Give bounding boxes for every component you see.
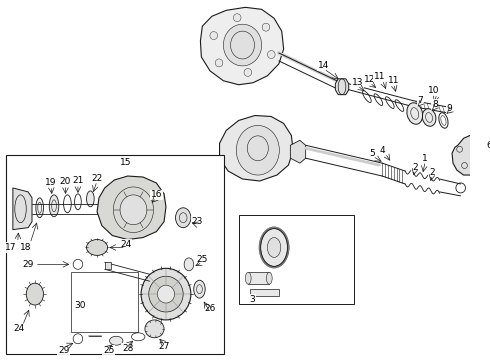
Bar (248, 272, 270, 284)
Ellipse shape (109, 336, 123, 345)
Text: 26: 26 (204, 305, 216, 314)
Text: 24: 24 (120, 240, 131, 249)
Ellipse shape (26, 283, 44, 305)
Ellipse shape (268, 238, 281, 257)
Text: 29: 29 (58, 346, 69, 355)
Text: 14: 14 (318, 62, 330, 71)
Text: 11: 11 (373, 72, 385, 81)
Text: 21: 21 (72, 176, 84, 185)
Ellipse shape (261, 229, 288, 266)
Ellipse shape (120, 195, 147, 225)
Polygon shape (220, 116, 293, 181)
Ellipse shape (149, 276, 183, 312)
Text: 12: 12 (364, 75, 375, 84)
Ellipse shape (36, 198, 44, 218)
Polygon shape (13, 188, 32, 230)
Text: 28: 28 (122, 344, 133, 353)
Text: 5: 5 (370, 149, 375, 158)
Text: 30: 30 (74, 301, 86, 310)
Text: 13: 13 (352, 78, 363, 87)
Text: 25: 25 (103, 346, 114, 355)
Circle shape (268, 51, 275, 59)
Polygon shape (335, 79, 349, 95)
Text: 17: 17 (5, 243, 17, 252)
Polygon shape (105, 262, 111, 269)
Ellipse shape (267, 272, 272, 284)
Text: 4: 4 (379, 146, 385, 155)
Text: 3: 3 (249, 294, 255, 303)
Polygon shape (200, 7, 284, 85)
Polygon shape (291, 140, 306, 163)
Text: 2: 2 (412, 163, 417, 172)
Text: 24: 24 (13, 324, 24, 333)
Circle shape (215, 59, 223, 67)
Bar (71, 272, 138, 332)
Text: 8: 8 (432, 100, 438, 109)
Text: 16: 16 (150, 190, 162, 199)
Circle shape (210, 32, 218, 40)
Text: 22: 22 (92, 174, 103, 183)
Circle shape (262, 23, 270, 31)
Text: 20: 20 (60, 177, 71, 186)
Ellipse shape (236, 125, 279, 175)
Text: 27: 27 (158, 342, 170, 351)
Text: 6: 6 (487, 141, 490, 150)
Ellipse shape (157, 285, 174, 303)
Polygon shape (97, 176, 166, 239)
Ellipse shape (223, 24, 262, 66)
Text: 18: 18 (20, 243, 31, 252)
Bar (6, 155, 224, 354)
Text: 15: 15 (120, 158, 131, 167)
Text: 9: 9 (446, 104, 452, 113)
Text: 19: 19 (46, 179, 57, 188)
Ellipse shape (194, 280, 205, 298)
Ellipse shape (87, 191, 94, 207)
Text: 23: 23 (192, 217, 203, 226)
Ellipse shape (87, 239, 108, 255)
Circle shape (244, 68, 252, 76)
Ellipse shape (407, 103, 422, 124)
Ellipse shape (184, 258, 194, 271)
Bar (250, 289, 279, 296)
Ellipse shape (245, 272, 251, 284)
Polygon shape (452, 135, 488, 175)
Ellipse shape (175, 208, 191, 228)
Ellipse shape (422, 109, 436, 126)
Text: 11: 11 (388, 76, 399, 85)
Text: 1: 1 (422, 154, 428, 163)
Circle shape (233, 14, 241, 22)
Ellipse shape (49, 195, 59, 217)
Ellipse shape (145, 320, 164, 338)
Text: 2: 2 (429, 167, 435, 176)
Text: 7: 7 (417, 96, 423, 105)
Text: 29: 29 (23, 260, 34, 269)
Ellipse shape (141, 268, 191, 320)
Text: 25: 25 (196, 255, 208, 264)
Bar (239, 215, 353, 304)
Text: 10: 10 (428, 86, 440, 95)
